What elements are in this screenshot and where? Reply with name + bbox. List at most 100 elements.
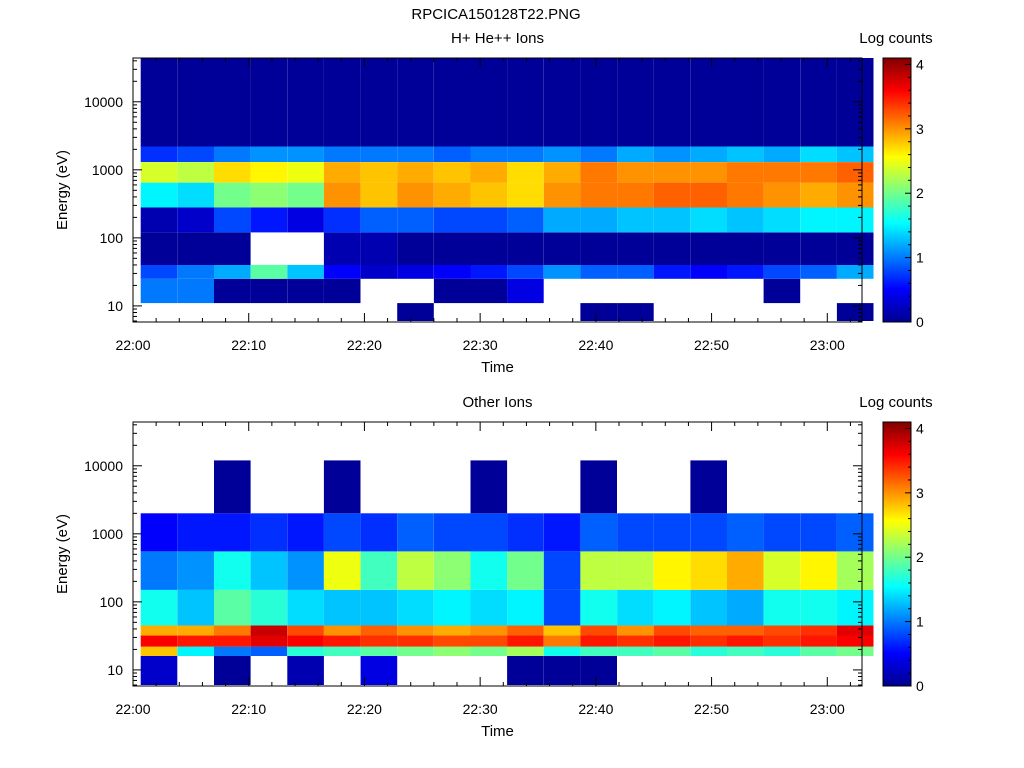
heatmap-cell [543, 58, 581, 147]
heatmap-cell [323, 58, 361, 147]
heatmap-cell [507, 264, 544, 279]
heatmap-cell [250, 551, 288, 590]
heatmap-cell [727, 589, 764, 626]
heatmap-cell [653, 625, 691, 636]
heatmap-cell [360, 264, 398, 279]
heatmap-cell [470, 625, 508, 636]
heatmap-cell [323, 635, 361, 647]
heatmap-cell [177, 551, 214, 590]
heatmap-cell [580, 303, 617, 321]
heatmap-cell [800, 589, 837, 626]
heatmap-cell [177, 162, 214, 183]
heatmap-cell [763, 264, 801, 279]
heatmap-cell [836, 207, 874, 233]
heatmap-cell [690, 264, 727, 279]
heatmap-cell [470, 207, 508, 233]
heatmap-cell [690, 551, 727, 590]
heatmap-cell [140, 589, 178, 626]
colorbar-gradient [882, 57, 912, 323]
heatmap-cell [323, 460, 361, 514]
x-axis-label: Time [481, 723, 514, 740]
heatmap-cell [214, 551, 251, 590]
heatmap-cell [580, 646, 617, 656]
heatmap-cell [617, 589, 654, 626]
x-tick-label: 22:10 [231, 701, 266, 717]
heatmap-cell [214, 264, 251, 279]
heatmap-cell [836, 589, 874, 626]
colorbar-tick-label: 3 [916, 121, 924, 137]
heatmap-cell [617, 146, 654, 162]
heatmap-cell [507, 232, 544, 265]
heatmap-cell [543, 625, 581, 636]
heatmap-cell [763, 646, 801, 656]
heatmap-cell [653, 589, 691, 626]
heatmap-cell [727, 264, 764, 279]
heatmap-cell [287, 656, 324, 685]
heatmap-cell [214, 635, 251, 647]
colorbar-label: Log counts [859, 30, 932, 47]
heatmap-cell [287, 625, 324, 636]
heatmap-cell [470, 146, 508, 162]
heatmap-cell [287, 646, 324, 656]
x-tick-label: 22:30 [463, 337, 498, 353]
heatmap-cell [617, 513, 654, 552]
heatmap-cell [140, 656, 178, 685]
heatmap-cell [653, 146, 691, 162]
heatmap-cell [177, 207, 214, 233]
heatmap-cell [214, 146, 251, 162]
heatmap-cell [287, 278, 324, 304]
heatmap-cell [287, 207, 324, 233]
x-tick-label: 22:40 [578, 701, 613, 717]
heatmap-cell [323, 513, 361, 552]
y-axis: 10 100 1000 10000 Energy (eV) [54, 424, 862, 686]
heatmap-cell [727, 551, 764, 590]
heatmap-cell [543, 635, 581, 647]
colorbar-gradient [882, 421, 912, 687]
heatmap-cell [287, 182, 324, 208]
heatmap-cell [727, 513, 764, 552]
heatmap-cell [214, 656, 251, 685]
heatmap-cell [580, 513, 617, 552]
heatmap-cell [397, 162, 434, 183]
x-tick-label: 22:50 [694, 701, 729, 717]
heatmap-cell [690, 232, 727, 265]
heatmap-cell [177, 146, 214, 162]
heatmap-cell [836, 264, 874, 279]
heatmap-cell [507, 635, 544, 647]
heatmap-cell [140, 513, 178, 552]
x-axis-label: Time [481, 359, 514, 376]
chart-panel-2: 22:00 22:10 22:20 22:30 22:40 22:50 23:00 Time 1… [54, 394, 933, 740]
x-tick-label: 22:00 [115, 337, 150, 353]
heatmap-cell [543, 589, 581, 626]
heatmap-cell [140, 646, 178, 656]
heatmap-cell [214, 646, 251, 656]
heatmap-cell [763, 635, 801, 647]
heatmap-cell [433, 207, 471, 233]
heatmap-cell [140, 551, 178, 590]
heatmap-cell [727, 635, 764, 647]
x-tick-label: 22:20 [347, 701, 382, 717]
y-tick-label: 100 [100, 230, 124, 246]
heatmap-cell [360, 182, 398, 208]
heatmap-cell [763, 162, 801, 183]
y-tick-label: 10000 [84, 94, 123, 110]
heatmap-cell [360, 58, 398, 147]
heatmap-cell [140, 207, 178, 233]
heatmap-cell [507, 646, 544, 656]
heatmap-cell [617, 207, 654, 233]
heatmap-cell [653, 264, 691, 279]
heatmap-cell [800, 513, 837, 552]
heatmap-cell [580, 58, 617, 147]
colorbar-label: Log counts [859, 394, 932, 411]
heatmap-cell [507, 146, 544, 162]
heatmap-cell [433, 162, 471, 183]
heatmap-cell [214, 58, 251, 147]
heatmap-cell [507, 589, 544, 626]
heatmap-cell [763, 182, 801, 208]
heatmap-cell [360, 646, 398, 656]
heatmap-cell [580, 207, 617, 233]
heatmap-cell [433, 513, 471, 552]
heatmap-cell [433, 264, 471, 279]
y-tick-label: 10 [107, 298, 123, 314]
heatmap-cell [250, 625, 288, 636]
